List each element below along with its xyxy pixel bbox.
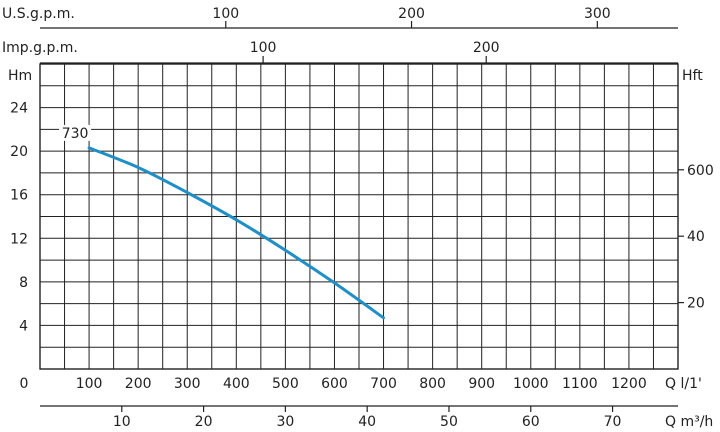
- bottom-primary-tick-label: 1100: [562, 376, 598, 392]
- bottom-primary-tick-label: 0: [20, 376, 29, 392]
- bottom-primary-axis-label: Q l/1': [665, 376, 702, 392]
- bottom-secondary-axis-label: Q m³/h: [665, 414, 713, 430]
- left-tick-label: 16: [10, 188, 28, 204]
- bottom-secondary-tick-label: 60: [522, 414, 540, 430]
- left-tick-label: 24: [10, 101, 28, 117]
- top-us-tick-label: 300: [584, 6, 611, 22]
- bottom-primary-tick-label: 200: [125, 376, 152, 392]
- top-us-tick-label: 100: [212, 6, 239, 22]
- right-tick-label: 20: [687, 296, 705, 312]
- top-us-tick-label: 200: [398, 6, 425, 22]
- curve-730: [87, 146, 385, 320]
- bottom-primary-tick-label: 300: [174, 376, 201, 392]
- series-label-bg: [59, 124, 92, 141]
- bottom-primary-tick-label: 400: [223, 376, 250, 392]
- left-tick-label: 12: [10, 231, 28, 247]
- bottom-primary-tick-label: 500: [272, 376, 299, 392]
- top-imp-tick-label: 100: [250, 40, 277, 56]
- bottom-secondary-tick-label: 40: [358, 414, 376, 430]
- bottom-primary-tick-label: 1200: [611, 376, 647, 392]
- grid: [39, 63, 679, 370]
- left-tick-label: 8: [19, 275, 28, 291]
- left-tick-label: 4: [19, 318, 28, 334]
- right-axis-label: Hft: [682, 68, 703, 84]
- axes: [40, 21, 684, 412]
- series-label: 730: [62, 126, 89, 142]
- top-us-axis-label: U.S.g.p.m.: [2, 6, 75, 22]
- bottom-secondary-tick-label: 10: [113, 414, 131, 430]
- bottom-primary-tick-label: 900: [468, 376, 495, 392]
- right-tick-label: 600: [687, 163, 714, 179]
- bottom-primary-tick-label: 100: [76, 376, 103, 392]
- bottom-primary-tick-label: 700: [370, 376, 397, 392]
- left-axis-label: Hm: [8, 68, 32, 84]
- bottom-secondary-tick-label: 50: [440, 414, 458, 430]
- bottom-primary-tick-label: 1000: [513, 376, 549, 392]
- bottom-secondary-tick-label: 20: [195, 414, 213, 430]
- top-imp-tick-label: 200: [473, 40, 500, 56]
- bottom-secondary-tick-label: 30: [276, 414, 294, 430]
- bottom-primary-tick-label: 800: [419, 376, 446, 392]
- right-tick-label: 40: [687, 229, 705, 245]
- bottom-primary-tick-label: 600: [321, 376, 348, 392]
- bottom-secondary-tick-label: 70: [604, 414, 622, 430]
- top-imp-axis-label: Imp.g.p.m.: [2, 40, 78, 56]
- left-tick-label: 20: [10, 144, 28, 160]
- curves: [87, 146, 385, 320]
